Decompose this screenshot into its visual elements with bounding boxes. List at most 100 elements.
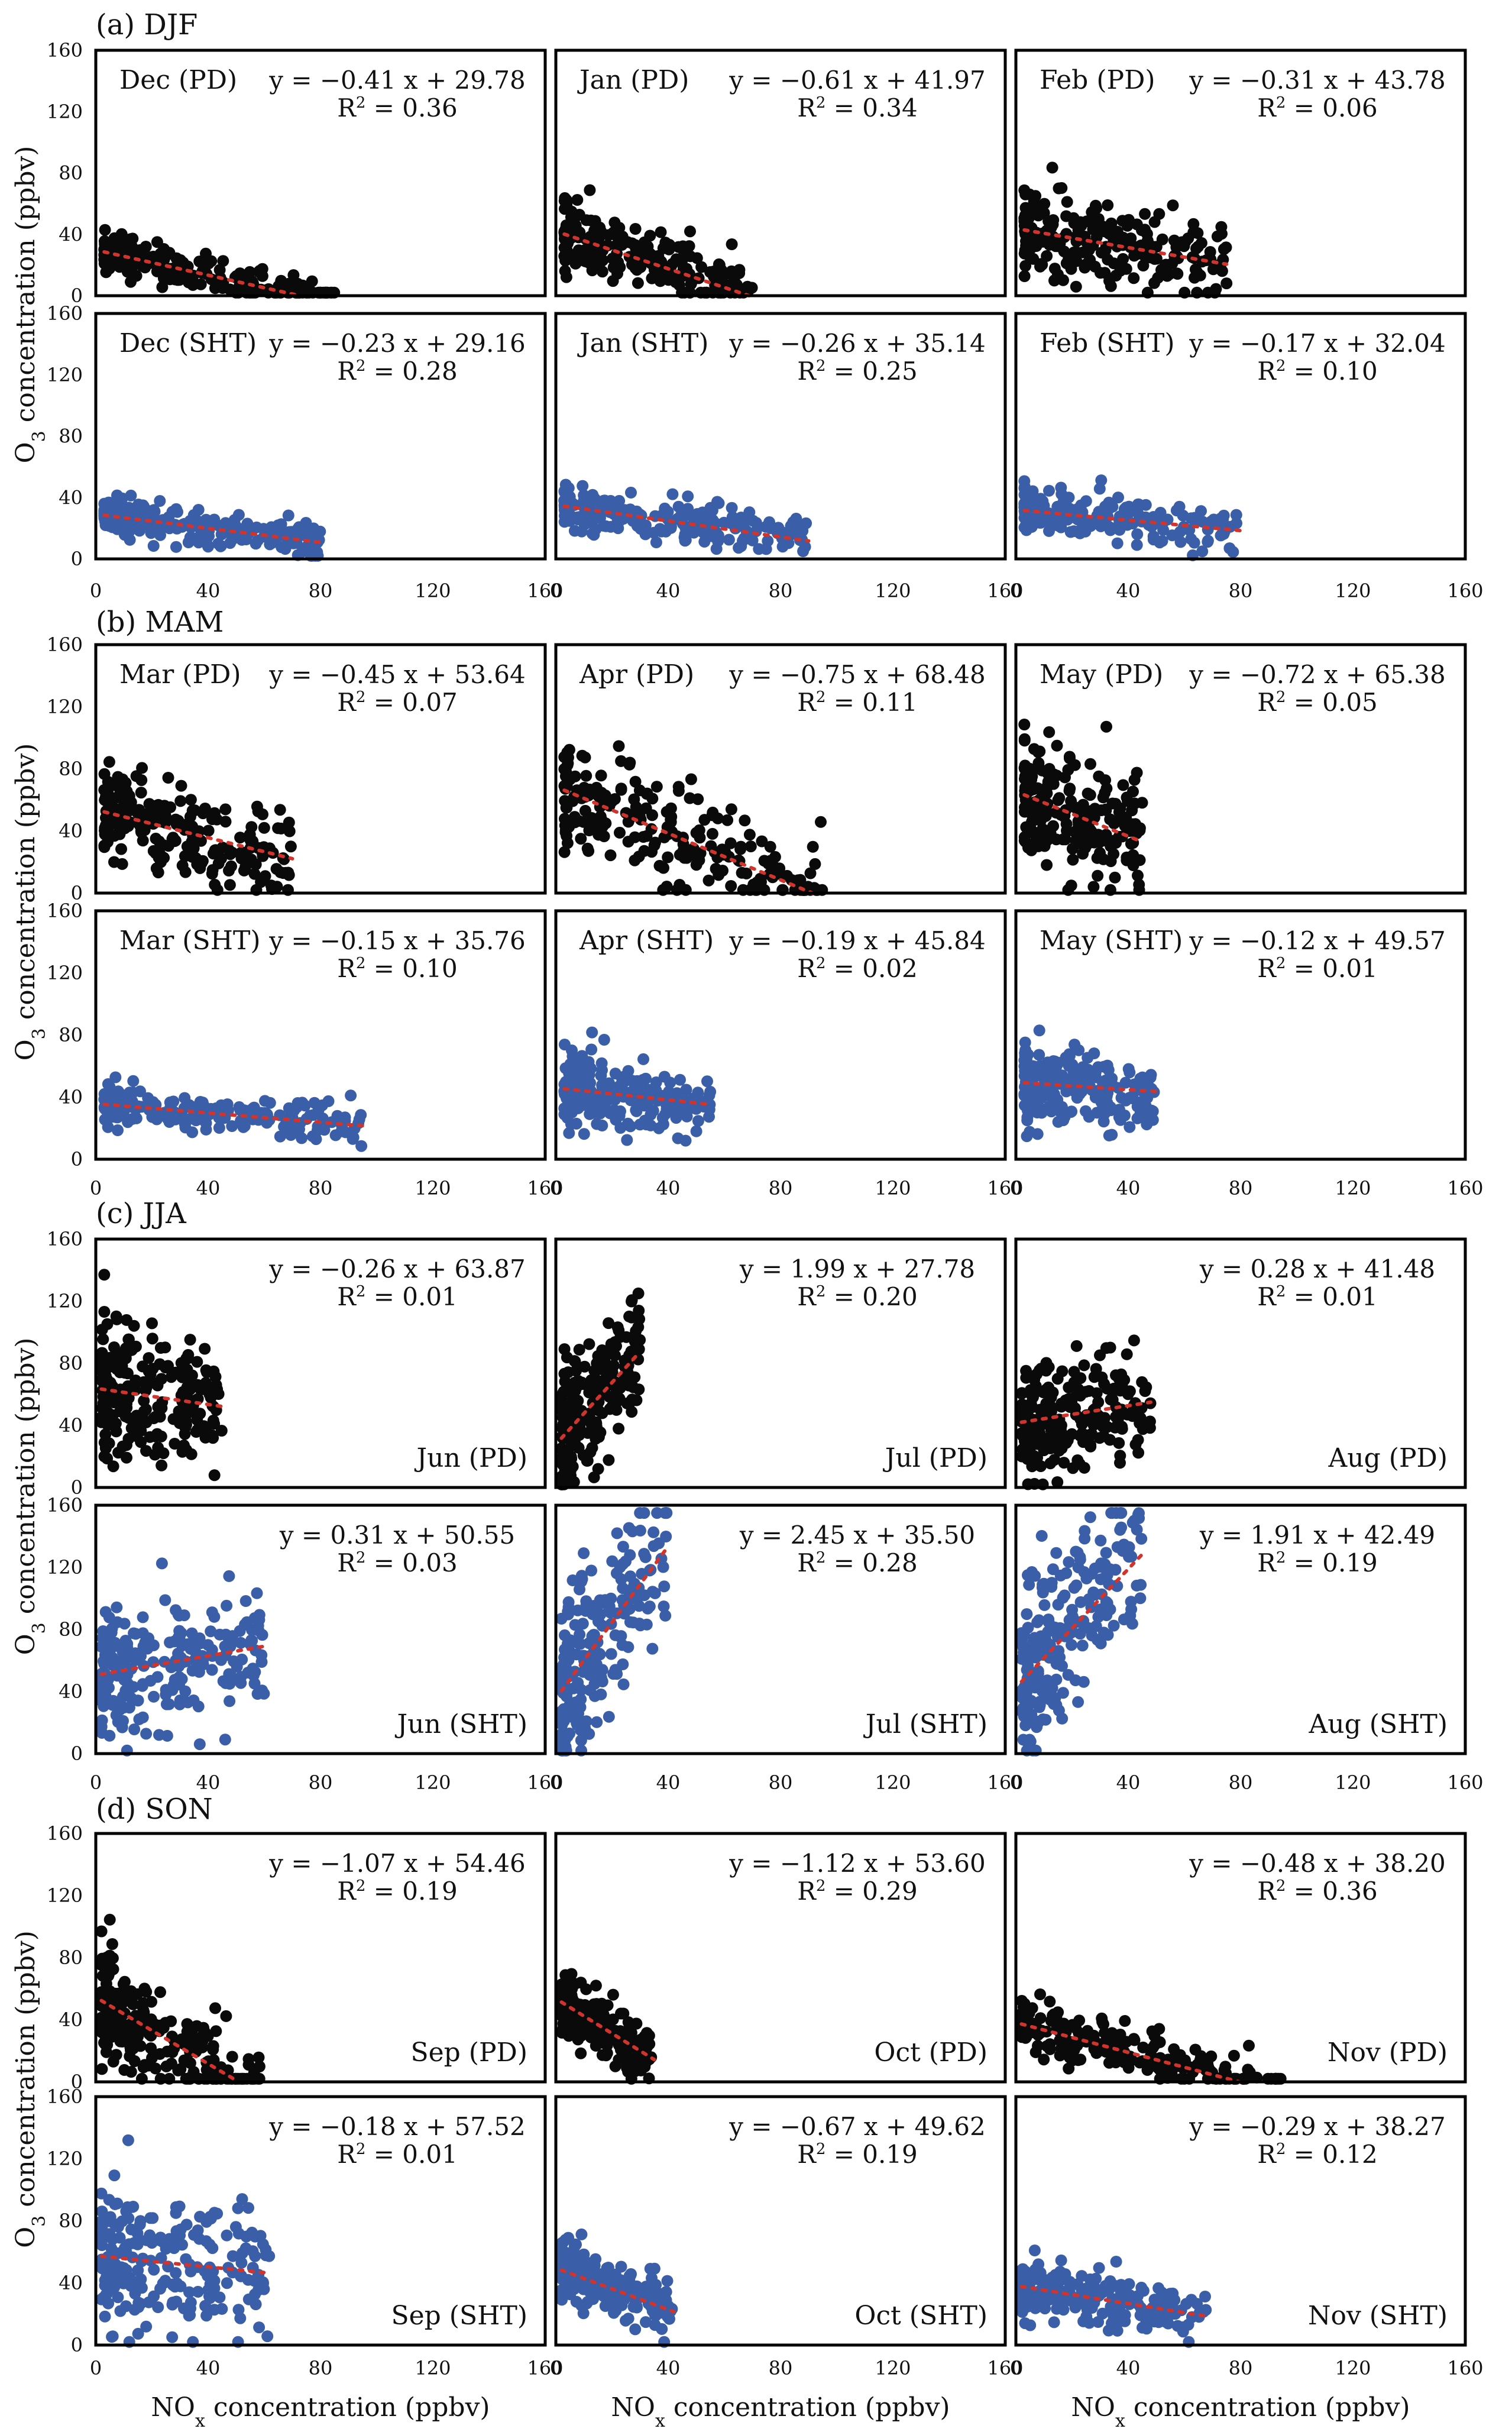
data-point bbox=[143, 1352, 155, 1364]
data-point bbox=[146, 1317, 158, 1330]
data-point bbox=[1053, 182, 1065, 195]
data-point bbox=[199, 803, 211, 814]
data-point bbox=[1100, 1547, 1112, 1559]
panel-label: Dec (SHT) bbox=[119, 328, 257, 358]
data-point bbox=[591, 1716, 603, 1728]
data-point bbox=[742, 280, 754, 293]
trend-line bbox=[1022, 228, 1229, 266]
data-point bbox=[1033, 1614, 1045, 1626]
data-point bbox=[623, 758, 636, 771]
data-point bbox=[564, 1058, 577, 1071]
data-point bbox=[1119, 814, 1132, 826]
panel-label: Dec (PD) bbox=[119, 65, 237, 95]
data-point bbox=[110, 2049, 122, 2061]
r-squared-value: = 0.28 bbox=[365, 357, 457, 386]
data-point bbox=[253, 1613, 266, 1626]
data-point bbox=[679, 528, 691, 541]
data-point bbox=[646, 1642, 659, 1655]
data-point bbox=[145, 2042, 157, 2055]
x-tick-label: 120 bbox=[415, 1771, 451, 1794]
panel-label: Jul (SHT) bbox=[863, 1709, 988, 1739]
data-point bbox=[240, 533, 252, 545]
data-point bbox=[211, 813, 223, 826]
data-point bbox=[125, 1422, 138, 1434]
x-tick-label: 40 bbox=[1116, 1771, 1141, 1794]
data-point bbox=[252, 266, 265, 278]
y-tick-label: 40 bbox=[59, 1414, 83, 1437]
data-point bbox=[1103, 275, 1115, 287]
data-point bbox=[127, 1075, 140, 1087]
x-tick-label: 40 bbox=[1116, 580, 1141, 602]
panel-frame bbox=[554, 909, 1007, 1161]
data-point bbox=[703, 1089, 715, 1101]
data-point bbox=[1125, 1550, 1138, 1563]
data-point bbox=[617, 2007, 630, 2020]
regression-equation: y = −0.41 x + 29.78 bbox=[268, 66, 526, 95]
data-point bbox=[642, 240, 654, 253]
data-point bbox=[558, 846, 571, 858]
data-point bbox=[208, 1610, 221, 1623]
data-point bbox=[223, 1570, 235, 1582]
regression-equation: y = −0.17 x + 32.04 bbox=[1189, 329, 1446, 358]
data-point bbox=[224, 848, 237, 861]
data-point bbox=[617, 1541, 629, 1553]
data-point bbox=[575, 2047, 587, 2059]
data-point bbox=[174, 1694, 186, 1706]
data-point bbox=[1105, 855, 1117, 868]
data-point bbox=[258, 822, 270, 834]
y-tick-label: 120 bbox=[47, 1556, 83, 1579]
data-point bbox=[1124, 1609, 1137, 1622]
data-point bbox=[274, 804, 286, 816]
data-point bbox=[1111, 240, 1123, 253]
data-point bbox=[1096, 1371, 1108, 1383]
regression-equation: y = −0.12 x + 49.57 bbox=[1189, 926, 1446, 955]
x-tick-label: 160 bbox=[527, 1177, 563, 1199]
x-tick-label: 40 bbox=[656, 1177, 681, 1199]
x-tick-label: 160 bbox=[987, 1177, 1023, 1199]
panel-frame bbox=[1014, 1503, 1467, 1755]
r-squared-value: = 0.11 bbox=[825, 688, 917, 717]
data-point bbox=[182, 1352, 194, 1364]
data-point bbox=[151, 1113, 163, 1126]
data-point bbox=[135, 826, 147, 838]
data-point bbox=[611, 267, 623, 280]
data-point bbox=[208, 1469, 221, 1482]
regression-equation: y = −0.75 x + 68.48 bbox=[729, 660, 986, 689]
data-point bbox=[1174, 536, 1187, 548]
data-point bbox=[160, 1684, 172, 1696]
data-point bbox=[264, 842, 276, 855]
data-point bbox=[1058, 1457, 1070, 1469]
regression-equation: y = −0.61 x + 41.97 bbox=[729, 66, 986, 95]
y-axis-title-rest: concentration (ppbv) bbox=[11, 146, 41, 431]
r-squared-exp: 2 bbox=[356, 1283, 366, 1301]
data-point bbox=[815, 816, 827, 828]
data-point bbox=[616, 1639, 629, 1651]
data-point bbox=[625, 486, 637, 499]
data-point bbox=[131, 1409, 143, 1422]
data-point bbox=[179, 850, 191, 862]
data-point bbox=[1109, 1564, 1122, 1576]
data-point bbox=[633, 1618, 646, 1629]
y-tick-label: 160 bbox=[47, 1228, 83, 1250]
regression-equation: y = 1.99 x + 27.78 bbox=[739, 1254, 975, 1283]
data-point bbox=[256, 1629, 268, 1641]
r-squared-value: = 0.07 bbox=[365, 688, 457, 717]
data-point bbox=[1148, 216, 1161, 228]
data-point bbox=[562, 1596, 575, 1608]
data-point bbox=[1112, 258, 1124, 271]
data-point bbox=[1054, 1422, 1067, 1435]
data-point bbox=[1035, 1091, 1047, 1103]
r-squared-exp: 2 bbox=[816, 1877, 826, 1895]
data-point bbox=[564, 1067, 576, 1079]
panel-frame bbox=[94, 1237, 547, 1489]
data-point bbox=[632, 1591, 644, 1603]
data-point bbox=[792, 874, 804, 887]
data-point bbox=[186, 836, 198, 848]
data-point bbox=[655, 226, 667, 238]
data-point bbox=[209, 2002, 221, 2014]
data-point bbox=[147, 1639, 160, 1651]
data-point bbox=[98, 1269, 111, 1281]
r-squared-label: R bbox=[337, 93, 357, 122]
panel-frame bbox=[94, 909, 547, 1161]
data-point bbox=[145, 1996, 157, 2008]
